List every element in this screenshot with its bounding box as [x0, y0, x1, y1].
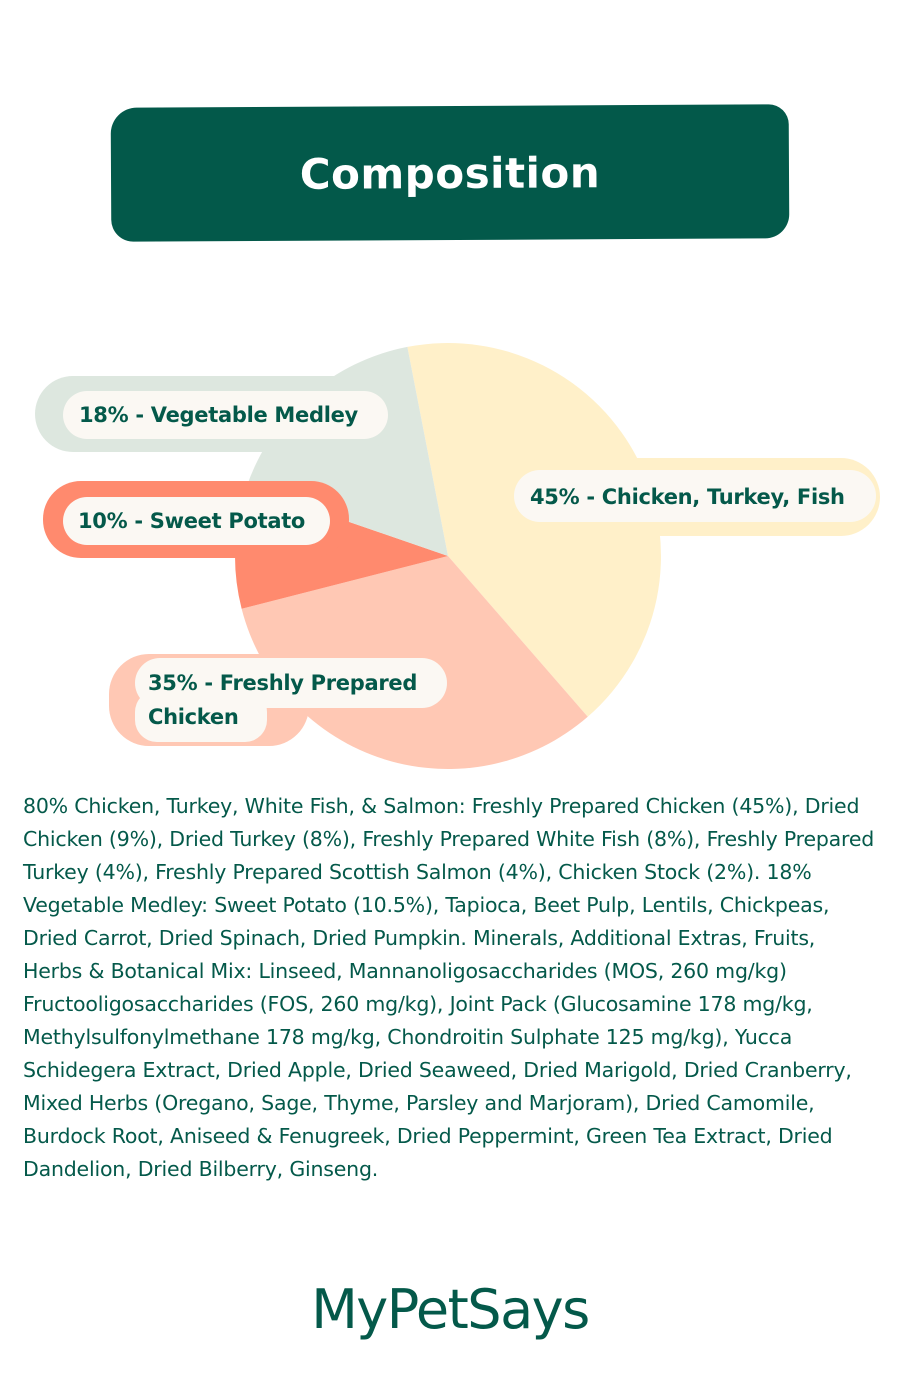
label-vegetable-medley: 18% - Vegetable Medley [35, 376, 395, 452]
label-vegetable-medley-pill [63, 391, 388, 439]
label-freshly-prepared-chicken: 35% - Freshly Prepared Chicken [109, 654, 447, 746]
label-chicken-turkey-fish-pill [514, 470, 876, 522]
label-freshly-prepared-pill-bottom [135, 690, 267, 742]
label-freshly-prepared-line2: Chicken [148, 705, 239, 729]
ingredients-text: 80% Chicken, Turkey, White Fish, & Salmo… [23, 794, 875, 1181]
brand-logo: MyPetSays [311, 1278, 590, 1341]
label-chicken-turkey-fish-text: 45% - Chicken, Turkey, Fish [530, 485, 845, 509]
label-sweet-potato: 10% - Sweet Potato [43, 481, 349, 558]
page-title: Composition [299, 147, 601, 199]
label-sweet-potato-text: 10% - Sweet Potato [78, 509, 305, 533]
label-sweet-potato-pill [63, 497, 330, 545]
label-chicken-turkey-fish: 45% - Chicken, Turkey, Fish [508, 458, 880, 536]
label-vegetable-medley-text: 18% - Vegetable Medley [79, 403, 359, 427]
label-freshly-prepared-line1: 35% - Freshly Prepared [148, 671, 417, 695]
title-banner: Composition [110, 104, 790, 242]
pie-chart: 18% - Vegetable Medley 10% - Sweet Potat… [35, 342, 880, 769]
